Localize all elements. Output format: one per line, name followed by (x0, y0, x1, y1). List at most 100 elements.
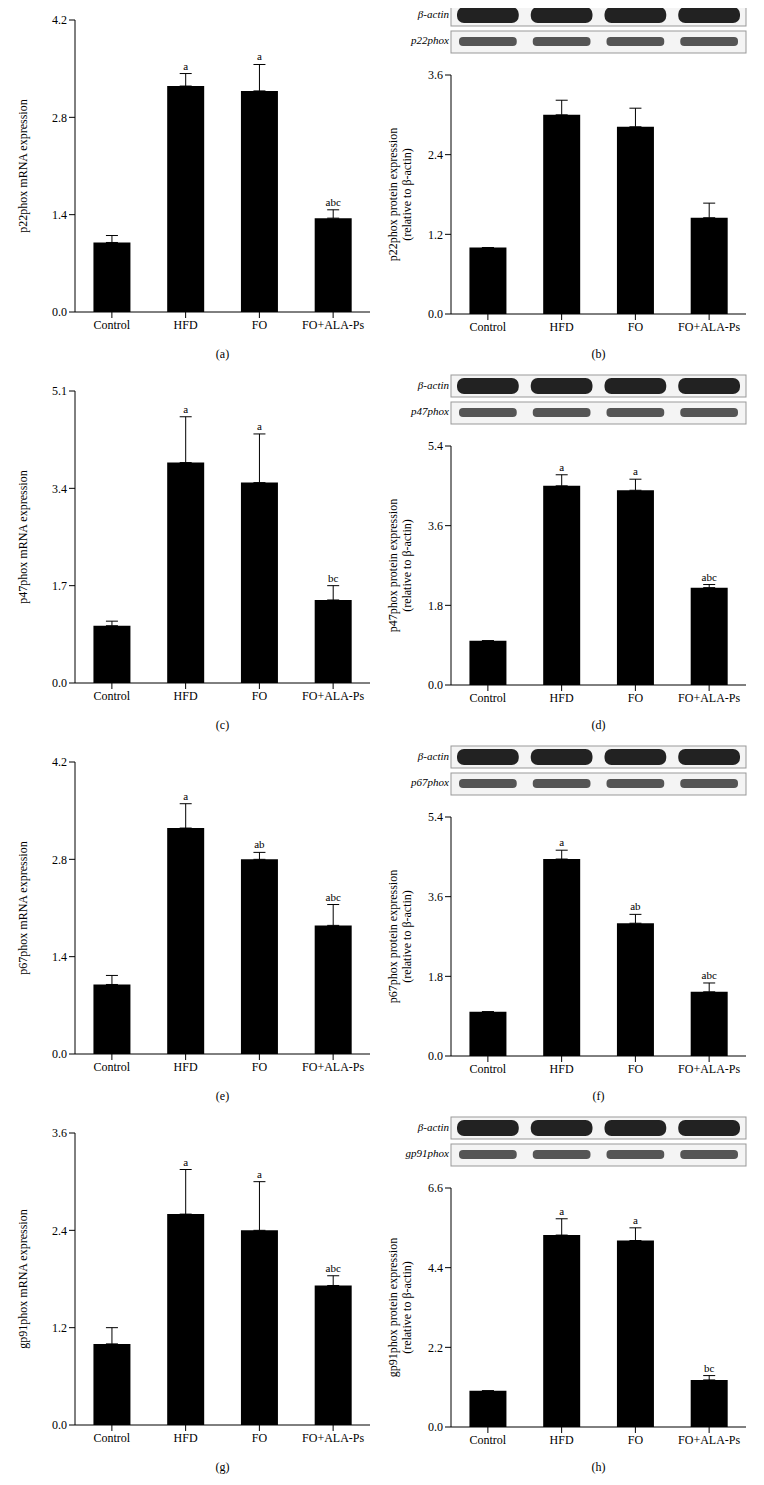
svg-text:2.8: 2.8 (52, 853, 67, 867)
svg-text:a: a (633, 1214, 638, 1226)
svg-text:FO: FO (628, 1062, 644, 1076)
svg-text:gp91phox: gp91phox (406, 1147, 450, 1159)
svg-text:FO: FO (252, 318, 268, 332)
svg-text:FO: FO (252, 1060, 268, 1074)
svg-text:FO+ALA-Ps: FO+ALA-Ps (302, 318, 364, 332)
svg-text:3.6: 3.6 (428, 519, 443, 533)
svg-text:a: a (257, 50, 262, 62)
svg-text:0.0: 0.0 (428, 1420, 443, 1434)
svg-text:abc: abc (702, 571, 717, 583)
svg-text:p47phox mRNA expression: p47phox mRNA expression (16, 470, 30, 603)
svg-text:4.4: 4.4 (428, 1261, 443, 1275)
svg-text:p47phox: p47phox (410, 405, 449, 417)
svg-text:FO+ALA-Ps: FO+ALA-Ps (678, 691, 740, 705)
svg-text:gp91phox protein expression(re: gp91phox protein expression(relative to … (386, 1238, 414, 1377)
svg-text:β-actin: β-actin (417, 379, 450, 391)
svg-text:a: a (183, 403, 188, 415)
svg-text:p22phox: p22phox (410, 34, 449, 46)
svg-text:HFD: HFD (550, 1062, 574, 1076)
svg-text:β-actin: β-actin (417, 750, 450, 762)
svg-text:a: a (559, 461, 564, 473)
svg-text:Control: Control (470, 1062, 507, 1076)
svg-text:2.4: 2.4 (52, 1224, 67, 1238)
svg-text:Control: Control (94, 318, 131, 332)
svg-text:FO+ALA-Ps: FO+ALA-Ps (302, 689, 364, 703)
svg-text:1.4: 1.4 (52, 208, 67, 222)
svg-text:β-actin: β-actin (417, 8, 450, 20)
svg-text:p47phox protein expression(rel: p47phox protein expression(relative to β… (386, 499, 414, 632)
svg-text:HFD: HFD (550, 320, 574, 334)
svg-text:FO: FO (252, 689, 268, 703)
svg-text:FO: FO (628, 320, 644, 334)
svg-text:bc: bc (704, 1362, 715, 1374)
svg-text:0.0: 0.0 (428, 678, 443, 692)
svg-text:2.4: 2.4 (428, 148, 443, 162)
svg-text:abc: abc (326, 891, 341, 903)
svg-text:HFD: HFD (174, 318, 198, 332)
svg-text:Control: Control (470, 1433, 507, 1447)
svg-text:HFD: HFD (174, 1060, 198, 1074)
svg-text:abc: abc (326, 1262, 341, 1274)
svg-text:5.4: 5.4 (428, 810, 443, 824)
svg-text:p22phox mRNA expression: p22phox mRNA expression (16, 99, 30, 232)
svg-text:p67phox: p67phox (410, 776, 449, 788)
svg-text:FO+ALA-Ps: FO+ALA-Ps (678, 320, 740, 334)
svg-text:HFD: HFD (550, 1433, 574, 1447)
svg-text:0.0: 0.0 (52, 1418, 67, 1432)
svg-text:5.4: 5.4 (428, 439, 443, 453)
svg-text:ab: ab (254, 838, 265, 850)
svg-text:a: a (633, 465, 638, 477)
svg-text:abc: abc (702, 969, 717, 981)
svg-text:HFD: HFD (550, 691, 574, 705)
svg-text:4.2: 4.2 (52, 13, 67, 27)
svg-text:6.6: 6.6 (428, 1181, 443, 1195)
svg-text:0.0: 0.0 (428, 307, 443, 321)
svg-text:a: a (183, 1156, 188, 1168)
svg-text:ab: ab (630, 900, 641, 912)
svg-text:β-actin: β-actin (417, 1121, 450, 1133)
svg-text:Control: Control (94, 1060, 131, 1074)
svg-text:Control: Control (470, 691, 507, 705)
svg-text:1.8: 1.8 (428, 599, 443, 613)
svg-text:3.6: 3.6 (428, 890, 443, 904)
svg-text:FO+ALA-Ps: FO+ALA-Ps (678, 1062, 740, 1076)
svg-text:3.6: 3.6 (428, 68, 443, 82)
svg-text:0.0: 0.0 (52, 305, 67, 319)
svg-text:0.0: 0.0 (52, 676, 67, 690)
svg-text:a: a (257, 420, 262, 432)
svg-text:2.2: 2.2 (428, 1341, 443, 1355)
svg-text:0.0: 0.0 (52, 1047, 67, 1061)
svg-text:Control: Control (470, 320, 507, 334)
svg-text:5.1: 5.1 (52, 384, 67, 398)
svg-text:0.0: 0.0 (428, 1049, 443, 1063)
svg-text:bc: bc (328, 572, 339, 584)
svg-text:2.8: 2.8 (52, 111, 67, 125)
svg-text:a: a (183, 60, 188, 72)
svg-text:FO+ALA-Ps: FO+ALA-Ps (302, 1060, 364, 1074)
svg-text:HFD: HFD (174, 689, 198, 703)
svg-text:3.6: 3.6 (52, 1126, 67, 1140)
svg-text:1.7: 1.7 (52, 579, 67, 593)
svg-text:1.2: 1.2 (52, 1321, 67, 1335)
svg-text:Control: Control (94, 689, 131, 703)
svg-text:FO: FO (252, 1431, 268, 1445)
svg-text:abc: abc (326, 196, 341, 208)
svg-text:FO+ALA-Ps: FO+ALA-Ps (302, 1431, 364, 1445)
svg-text:3.4: 3.4 (52, 482, 67, 496)
svg-text:gp91phox mRNA expression: gp91phox mRNA expression (16, 1209, 30, 1348)
svg-text:p67phox protein expression(rel: p67phox protein expression(relative to β… (386, 870, 414, 1003)
svg-text:p22phox protein expression(rel: p22phox protein expression(relative to β… (386, 128, 414, 261)
svg-text:a: a (257, 1168, 262, 1180)
svg-text:1.8: 1.8 (428, 970, 443, 984)
svg-text:a: a (559, 836, 564, 848)
svg-text:HFD: HFD (174, 1431, 198, 1445)
svg-text:a: a (559, 1205, 564, 1217)
svg-text:FO+ALA-Ps: FO+ALA-Ps (678, 1433, 740, 1447)
svg-text:Control: Control (94, 1431, 131, 1445)
svg-text:a: a (183, 790, 188, 802)
svg-text:FO: FO (628, 691, 644, 705)
svg-text:1.4: 1.4 (52, 950, 67, 964)
svg-text:4.2: 4.2 (52, 755, 67, 769)
svg-text:1.2: 1.2 (428, 228, 443, 242)
svg-text:p67phox mRNA expression: p67phox mRNA expression (16, 841, 30, 974)
